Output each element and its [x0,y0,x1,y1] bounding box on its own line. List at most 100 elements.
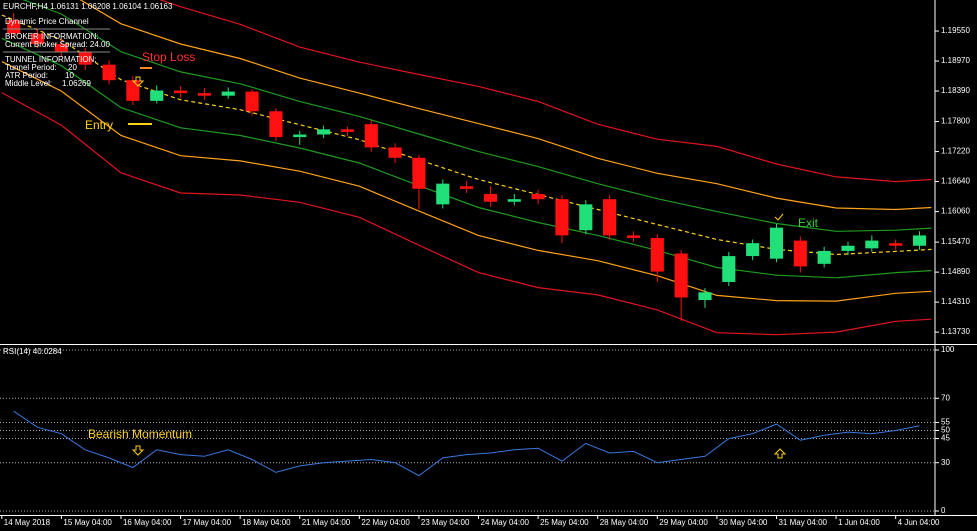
candle-body [722,256,736,282]
check-mark [774,213,784,221]
candle-body [555,199,569,236]
y-tick-label: 1.16060 [941,207,970,216]
candle-body [865,240,879,249]
x-tick-label: 15 May 04:00 [63,518,112,527]
y-tick-label: 0 [941,506,946,515]
up-arrow [773,448,787,459]
candle-body [603,199,617,236]
candle-body [269,111,283,138]
candle-body [650,237,664,272]
candle-body [626,235,641,238]
candle-body [436,183,450,205]
channel-line [79,0,932,211]
candle-body [793,240,807,267]
candle-body [78,51,92,65]
candle-body [30,33,45,44]
candle-body [150,90,164,101]
channel-line [1,92,932,336]
candle-body [674,253,688,298]
axes: 1.19550 1.18970 1.18390 1.17800 1.17220 1.166… [1,26,970,527]
candle-body [817,250,831,264]
candle-body [174,90,188,94]
candle-body [841,245,855,251]
x-tick-label: 23 May 04:00 [421,518,470,527]
info-value: 1.06269 [62,79,91,88]
rsi-line [13,410,920,477]
y-tick-label: 70 [941,393,950,402]
candle-body [245,91,259,112]
y-tick-label: 1.16640 [941,177,970,186]
info-label: Middle Level: [5,79,52,88]
candle-body [531,194,545,200]
y-tick-label: 50 [941,426,950,435]
candle-body [769,227,784,259]
candle-body [197,93,211,96]
down-arrow [131,76,145,87]
y-tick-label: 30 [941,458,950,467]
y-tick-label: 100 [941,345,955,354]
channel-line [1,37,932,279]
candle-body [7,20,21,34]
price-pane [1,0,932,336]
x-tick-label: 17 May 04:00 [183,518,232,527]
candle-body [483,194,497,202]
x-tick-label: 4 Jun 04:00 [898,518,940,527]
info-line: TUNNEL INFORMATION: [5,55,97,64]
rsi-pane [0,349,935,512]
candle-body [54,43,68,52]
candle-body [340,129,354,132]
y-tick-label: 1.18970 [941,56,970,65]
x-tick-label: 16 May 04:00 [123,518,172,527]
channel-line [1,61,932,302]
info-line: BROKER INFORMATION: [5,32,99,41]
x-tick-label: 1 Jun 04:00 [838,518,880,527]
candle-body [698,292,712,301]
down-arrow [131,445,145,456]
annotation: Bearish Momentum [88,427,192,441]
candle-body [912,235,927,246]
info-label: ATR Period: [5,71,48,80]
x-tick-label: 28 May 04:00 [600,518,649,527]
y-tick-label: 1.18390 [941,86,970,95]
y-tick-label: 1.17800 [941,117,970,126]
rsi-title: RSI(14) 40.0284 [3,347,62,356]
candle-body [579,204,593,231]
candle-body [293,134,307,138]
y-tick-label: 45 [941,434,950,443]
y-tick-label: 1.13730 [941,327,970,336]
chart-title: EURCHF,H4 1.06131 1.06208 1.06104 1.0616… [3,2,173,11]
candle-body [388,147,402,158]
info-line: Dynamic Price Channel [5,17,89,26]
x-tick-label: 18 May 04:00 [242,518,291,527]
info-value: 20 [68,63,77,72]
x-tick-label: 25 May 04:00 [540,518,589,527]
y-tick-label: 55 [941,418,950,427]
x-tick-label: 31 May 04:00 [778,518,827,527]
x-tick-label: 29 May 04:00 [659,518,708,527]
annotation: Entry [85,118,113,132]
y-tick-label: 1.15470 [941,237,970,246]
y-tick-label: 1.19550 [941,26,970,35]
candle-body [460,186,474,189]
candle-body [221,91,235,96]
info-label: Tunnel Period: [5,63,57,72]
channel-line [22,0,932,232]
candle-body [126,80,140,101]
info-line: Current Broker Spread: 24.00 [5,40,110,49]
info-value: 10 [65,71,74,80]
y-tick-label: 1.14890 [941,267,970,276]
y-tick-label: 1.14310 [941,297,970,306]
candle-body [364,124,378,148]
candle-body [507,199,521,202]
candle-body [746,243,760,257]
candle-body [889,243,903,246]
y-tick-label: 1.17220 [941,147,970,156]
x-tick-label: 24 May 04:00 [481,518,530,527]
x-tick-label: 14 May 2018 [4,518,51,527]
candle-body [102,64,116,81]
x-tick-label: 30 May 04:00 [719,518,768,527]
candle-body [317,129,331,135]
candle-body [412,157,426,189]
